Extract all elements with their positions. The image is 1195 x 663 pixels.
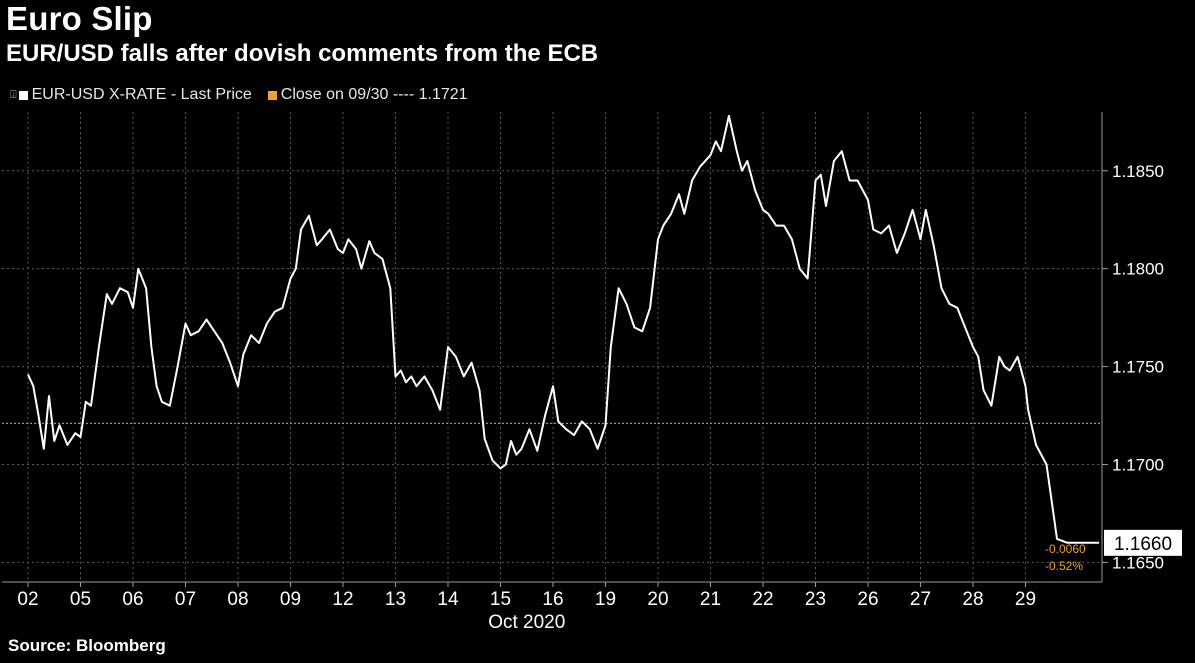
legend-reference-label: Close on 09/30 ---- 1.1721 — [280, 86, 468, 103]
source-note: Source: Bloomberg — [8, 636, 166, 655]
legend-item-series: ⍗ EUR-USD X-RATE - Last Price — [10, 86, 252, 104]
y-tick-label: 1.1700 — [1112, 456, 1164, 475]
x-tick-label: 02 — [17, 589, 38, 610]
x-tick-label: 15 — [490, 589, 511, 610]
x-tick-label: 29 — [1015, 589, 1036, 610]
y-tick-label: 1.1650 — [1112, 553, 1164, 572]
pin-icon: ⍗ — [10, 88, 17, 101]
x-tick-label: 08 — [227, 589, 248, 610]
x-tick-label: 07 — [175, 589, 196, 610]
x-tick-label: 22 — [752, 589, 773, 610]
x-tick-label: 27 — [910, 589, 931, 610]
change-abs-label: -0.0060 — [1045, 542, 1086, 556]
chart-title: Euro Slip — [6, 0, 153, 37]
chart-subtitle: EUR/USD falls after dovish comments from… — [6, 40, 599, 67]
x-axis-label: Oct 2020 — [488, 612, 565, 633]
y-tick-label: 1.1850 — [1112, 162, 1164, 181]
x-tick-label: 23 — [805, 589, 826, 610]
x-tick-label: 28 — [962, 589, 983, 610]
x-tick-label: 13 — [385, 589, 406, 610]
x-tick-label: 21 — [700, 589, 721, 610]
last-value-label: 1.1660 — [1114, 534, 1172, 555]
legend-item-reference: Close on 09/30 ---- 1.1721 — [267, 86, 468, 104]
x-tick-label: 05 — [70, 589, 91, 610]
legend-swatch-white — [18, 90, 28, 100]
x-tick-label: 19 — [595, 589, 616, 610]
price-line — [27, 114, 1099, 544]
legend-swatch-orange — [267, 90, 277, 100]
x-tick-label: 09 — [280, 589, 301, 610]
legend-series-label: EUR-USD X-RATE - Last Price — [31, 86, 252, 103]
change-pct-label: -0.52% — [1045, 559, 1083, 573]
x-tick-label: 06 — [122, 589, 143, 610]
y-tick-label: 1.1750 — [1112, 358, 1164, 377]
legend: ⍗ EUR-USD X-RATE - Last Price Close on 0… — [10, 86, 484, 104]
x-tick-label: 12 — [332, 589, 353, 610]
x-tick-label: 26 — [857, 589, 878, 610]
x-tick-label: 20 — [647, 589, 668, 610]
last-value-box — [1104, 529, 1182, 556]
x-tick-label: 16 — [542, 589, 563, 610]
y-tick-label: 1.1800 — [1112, 260, 1164, 279]
x-tick-label: 14 — [437, 589, 459, 610]
